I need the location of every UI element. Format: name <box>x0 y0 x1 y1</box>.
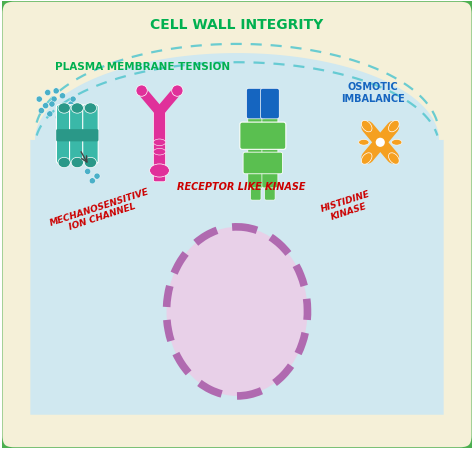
Ellipse shape <box>361 153 372 164</box>
Circle shape <box>36 96 42 102</box>
Circle shape <box>84 168 91 175</box>
Text: CELL WALL INTEGRITY: CELL WALL INTEGRITY <box>150 18 324 32</box>
Circle shape <box>64 108 70 114</box>
Text: PLASMA MEMBRANE TENSION: PLASMA MEMBRANE TENSION <box>55 62 231 72</box>
FancyBboxPatch shape <box>56 129 99 141</box>
Ellipse shape <box>166 227 308 396</box>
Ellipse shape <box>58 157 70 167</box>
Circle shape <box>94 173 100 179</box>
Ellipse shape <box>361 120 372 132</box>
Circle shape <box>45 89 51 96</box>
FancyBboxPatch shape <box>261 88 279 119</box>
Circle shape <box>49 101 55 107</box>
Circle shape <box>68 101 74 107</box>
Ellipse shape <box>84 103 97 113</box>
Ellipse shape <box>71 103 83 113</box>
Text: OSMOTIC
IMBALANCE: OSMOTIC IMBALANCE <box>341 82 405 104</box>
FancyBboxPatch shape <box>251 184 261 200</box>
Ellipse shape <box>154 149 165 155</box>
Circle shape <box>172 85 183 96</box>
Ellipse shape <box>84 157 97 167</box>
Ellipse shape <box>71 157 83 167</box>
FancyBboxPatch shape <box>262 114 278 188</box>
PathPatch shape <box>30 53 444 415</box>
Ellipse shape <box>389 120 399 132</box>
Circle shape <box>89 178 95 184</box>
FancyBboxPatch shape <box>240 122 286 150</box>
Circle shape <box>374 136 386 148</box>
Text: RECEPTOR LIKE KINASE: RECEPTOR LIKE KINASE <box>177 182 306 192</box>
FancyBboxPatch shape <box>70 105 85 163</box>
Circle shape <box>47 111 53 117</box>
Circle shape <box>51 96 57 102</box>
Circle shape <box>38 108 45 114</box>
Circle shape <box>59 93 65 99</box>
Ellipse shape <box>389 153 399 164</box>
Circle shape <box>55 114 61 120</box>
Circle shape <box>57 104 64 110</box>
Ellipse shape <box>392 140 402 145</box>
Ellipse shape <box>359 140 369 145</box>
Text: HISTIDINE
KINASE: HISTIDINE KINASE <box>320 189 375 224</box>
Circle shape <box>70 96 76 102</box>
Circle shape <box>53 88 59 94</box>
FancyBboxPatch shape <box>243 152 283 174</box>
FancyBboxPatch shape <box>248 114 264 188</box>
FancyBboxPatch shape <box>264 184 275 200</box>
FancyBboxPatch shape <box>246 88 265 119</box>
FancyBboxPatch shape <box>154 108 165 182</box>
Ellipse shape <box>154 139 165 145</box>
FancyBboxPatch shape <box>56 105 72 163</box>
Ellipse shape <box>58 103 70 113</box>
Circle shape <box>43 103 49 109</box>
Ellipse shape <box>150 164 169 177</box>
Text: MECHANOSENSITIVE
ION CHANNEL: MECHANOSENSITIVE ION CHANNEL <box>48 187 153 238</box>
Circle shape <box>136 85 147 96</box>
FancyBboxPatch shape <box>82 105 98 163</box>
